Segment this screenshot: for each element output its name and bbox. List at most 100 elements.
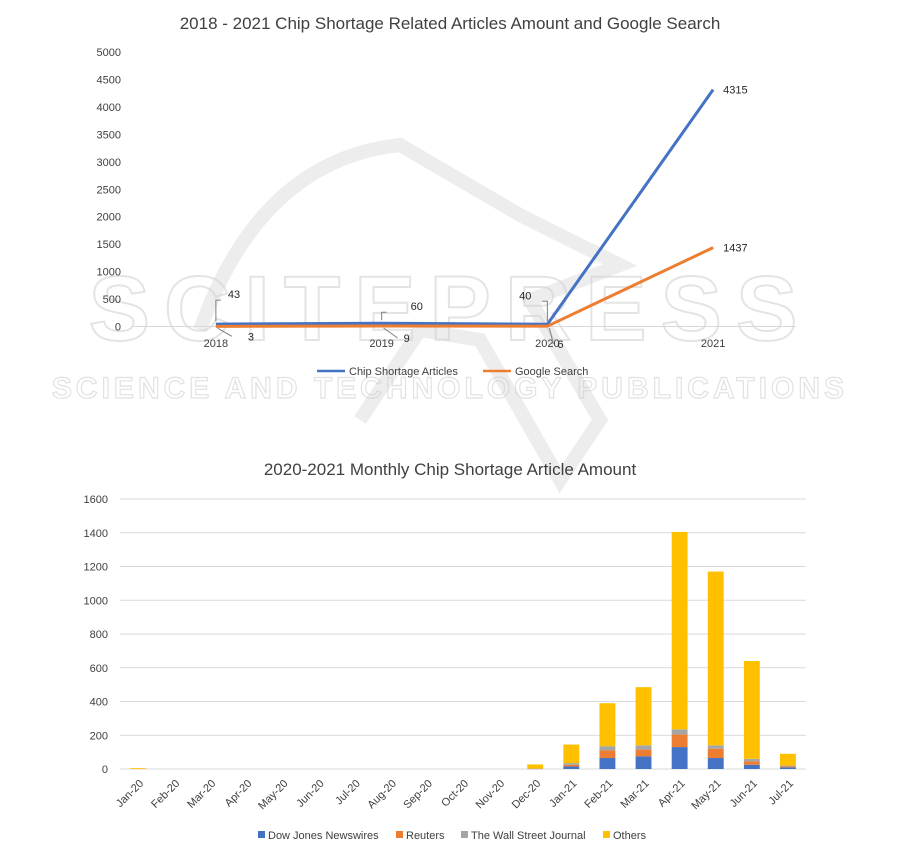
x-tick-label: Apr-21: [656, 778, 688, 810]
y-tick-label: 0: [102, 764, 108, 776]
bar-segment: [599, 746, 616, 751]
x-tick-label: Aug-20: [365, 778, 399, 812]
line-chart-series: [215, 88, 715, 328]
y-tick-label: 2000: [97, 212, 121, 224]
bar-chart-x-tick-labels: Jan-20 Feb-20 Mar-20 Apr-20 May-20 Jun-20 Jul-…: [114, 778, 796, 812]
bar-segment: [671, 531, 688, 730]
y-tick-label: 3500: [97, 129, 121, 141]
watermark: SCITEPRESS SCIENCE AND TECHNOLOGY PUBLIC…: [51, 137, 848, 494]
x-tick-label: 2019: [369, 338, 393, 350]
y-tick-label: 200: [90, 730, 108, 742]
data-label: 40: [519, 290, 531, 302]
x-tick-label: Sep-20: [401, 778, 435, 812]
bar-segment: [743, 758, 760, 762]
bar-segment: [563, 764, 580, 767]
legend-item-google-search: Google Search: [483, 366, 588, 378]
y-tick-label: 800: [90, 629, 108, 641]
x-tick-label: May-21: [689, 778, 723, 812]
legend-item-others: Others: [603, 830, 647, 842]
bar-segment: [671, 747, 688, 769]
bar-segment: [599, 758, 616, 769]
data-label: 1437: [723, 243, 747, 255]
bar-chart: 2020-2021 Monthly Chip Shortage Article …: [84, 460, 806, 842]
watermark-main-text: SCITEPRESS: [89, 258, 812, 360]
data-label-leader: [548, 328, 554, 345]
bar-chart-gridlines: [120, 498, 806, 770]
data-label: 9: [404, 333, 410, 345]
bar-segment: [743, 761, 760, 765]
legend-swatch: [396, 831, 403, 838]
y-tick-label: 1600: [84, 494, 108, 506]
x-tick-label: Feb-20: [149, 778, 182, 811]
x-tick-label: May-20: [256, 778, 290, 812]
bar-segment: [671, 729, 688, 735]
line-chart-x-tick-labels: 2018 2019 2020 2021: [204, 338, 726, 350]
x-tick-label: Mar-20: [185, 778, 218, 811]
y-tick-label: 1000: [84, 595, 108, 607]
x-tick-label: 2018: [204, 338, 228, 350]
data-label-leader: [383, 327, 398, 339]
bar-segment: [780, 753, 796, 766]
x-tick-label: Jul-20: [333, 778, 363, 808]
bar-segment: [780, 765, 796, 767]
bar-segment: [527, 764, 544, 769]
bar-chart-y-axis: 0 200 400 600 800 1000 1200 1400 1600: [84, 494, 108, 776]
y-tick-label: 1200: [84, 562, 108, 574]
bar-segment: [527, 768, 544, 770]
watermark-logo-shape: [193, 137, 638, 494]
x-tick-label: Mar-21: [619, 778, 652, 811]
legend-label: Others: [613, 830, 647, 842]
bar-segment: [743, 661, 760, 759]
bar-segment: [635, 687, 652, 746]
legend-label: Reuters: [406, 830, 445, 842]
bar-segment: [563, 763, 580, 765]
x-tick-label: Jul-21: [766, 778, 796, 808]
legend-label: Dow Jones Newswires: [268, 830, 379, 842]
bar-segment: [707, 745, 724, 749]
bar-chart-bars: [130, 531, 796, 770]
y-tick-label: 4500: [97, 74, 121, 86]
x-tick-label: Jun-20: [294, 778, 326, 810]
legend-item-the-wall-street-journal: The Wall Street Journal: [461, 830, 586, 842]
y-tick-label: 1400: [84, 528, 108, 540]
legend-item-chip-shortage-articles: Chip Shortage Articles: [317, 366, 458, 378]
watermark-sub-text: SCIENCE AND TECHNOLOGY PUBLICATIONS: [52, 372, 848, 405]
legend-swatch: [258, 831, 265, 838]
line-chart-data-labels: 43 60 40 4315 3 9 6 1437: [215, 85, 748, 351]
data-label: 60: [411, 301, 423, 313]
bar-segment: [671, 734, 688, 748]
x-tick-label: 2020: [535, 338, 559, 350]
x-tick-label: Apr-20: [223, 778, 255, 810]
x-tick-label: Jan-20: [114, 778, 146, 810]
x-tick-label: Dec-20: [510, 778, 544, 812]
bar-segment: [780, 767, 796, 769]
legend-label: Chip Shortage Articles: [349, 366, 458, 378]
bar-segment: [599, 703, 616, 747]
series-line-google-search: [215, 246, 714, 328]
bar-segment: [707, 758, 724, 769]
y-tick-label: 1000: [97, 267, 121, 279]
data-label-leader: [381, 311, 387, 321]
y-tick-label: 4000: [97, 102, 121, 114]
x-tick-label: Feb-21: [582, 778, 615, 811]
bar-segment: [599, 750, 616, 759]
bar-segment: [563, 766, 580, 769]
bar-segment: [635, 745, 652, 750]
y-tick-label: 2500: [97, 184, 121, 196]
data-label-leader: [215, 299, 221, 322]
y-tick-label: 400: [90, 697, 108, 709]
legend-item-reuters: Reuters: [396, 830, 445, 842]
data-label: 43: [228, 289, 240, 301]
legend-label: Google Search: [515, 366, 588, 378]
line-chart-y-axis: 0 500 1000 1500 2000 2500 3000 3500 4000 4500 5000: [97, 47, 121, 334]
bar-segment: [707, 748, 724, 759]
x-tick-label: 2021: [701, 338, 725, 350]
legend-swatch: [461, 831, 468, 838]
y-tick-label: 5000: [97, 47, 121, 59]
bar-segment: [563, 744, 580, 764]
y-tick-label: 3000: [97, 157, 121, 169]
bar-segment: [780, 766, 796, 768]
bar-segment: [707, 571, 724, 746]
legend-label: The Wall Street Journal: [471, 830, 586, 842]
